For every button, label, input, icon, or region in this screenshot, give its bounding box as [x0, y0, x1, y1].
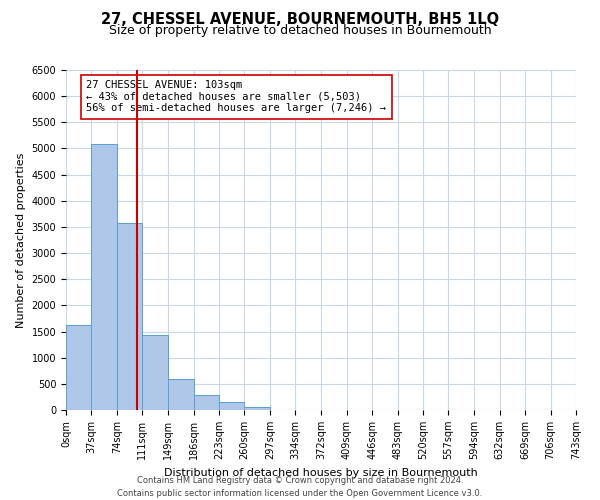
Text: 27, CHESSEL AVENUE, BOURNEMOUTH, BH5 1LQ: 27, CHESSEL AVENUE, BOURNEMOUTH, BH5 1LQ — [101, 12, 499, 28]
Text: Contains HM Land Registry data © Crown copyright and database right 2024.
Contai: Contains HM Land Registry data © Crown c… — [118, 476, 482, 498]
Bar — [142, 335, 168, 410]
Bar — [66, 325, 91, 410]
Text: Distribution of detached houses by size in Bournemouth: Distribution of detached houses by size … — [164, 468, 478, 477]
Bar — [219, 402, 244, 410]
Text: 27 CHESSEL AVENUE: 103sqm
← 43% of detached houses are smaller (5,503)
56% of se: 27 CHESSEL AVENUE: 103sqm ← 43% of detac… — [86, 80, 386, 114]
Bar — [244, 407, 270, 410]
Y-axis label: Number of detached properties: Number of detached properties — [16, 152, 26, 328]
Bar — [117, 222, 142, 410]
Bar — [91, 144, 117, 410]
Bar — [194, 394, 219, 410]
Bar — [168, 379, 194, 410]
Text: Size of property relative to detached houses in Bournemouth: Size of property relative to detached ho… — [109, 24, 491, 37]
